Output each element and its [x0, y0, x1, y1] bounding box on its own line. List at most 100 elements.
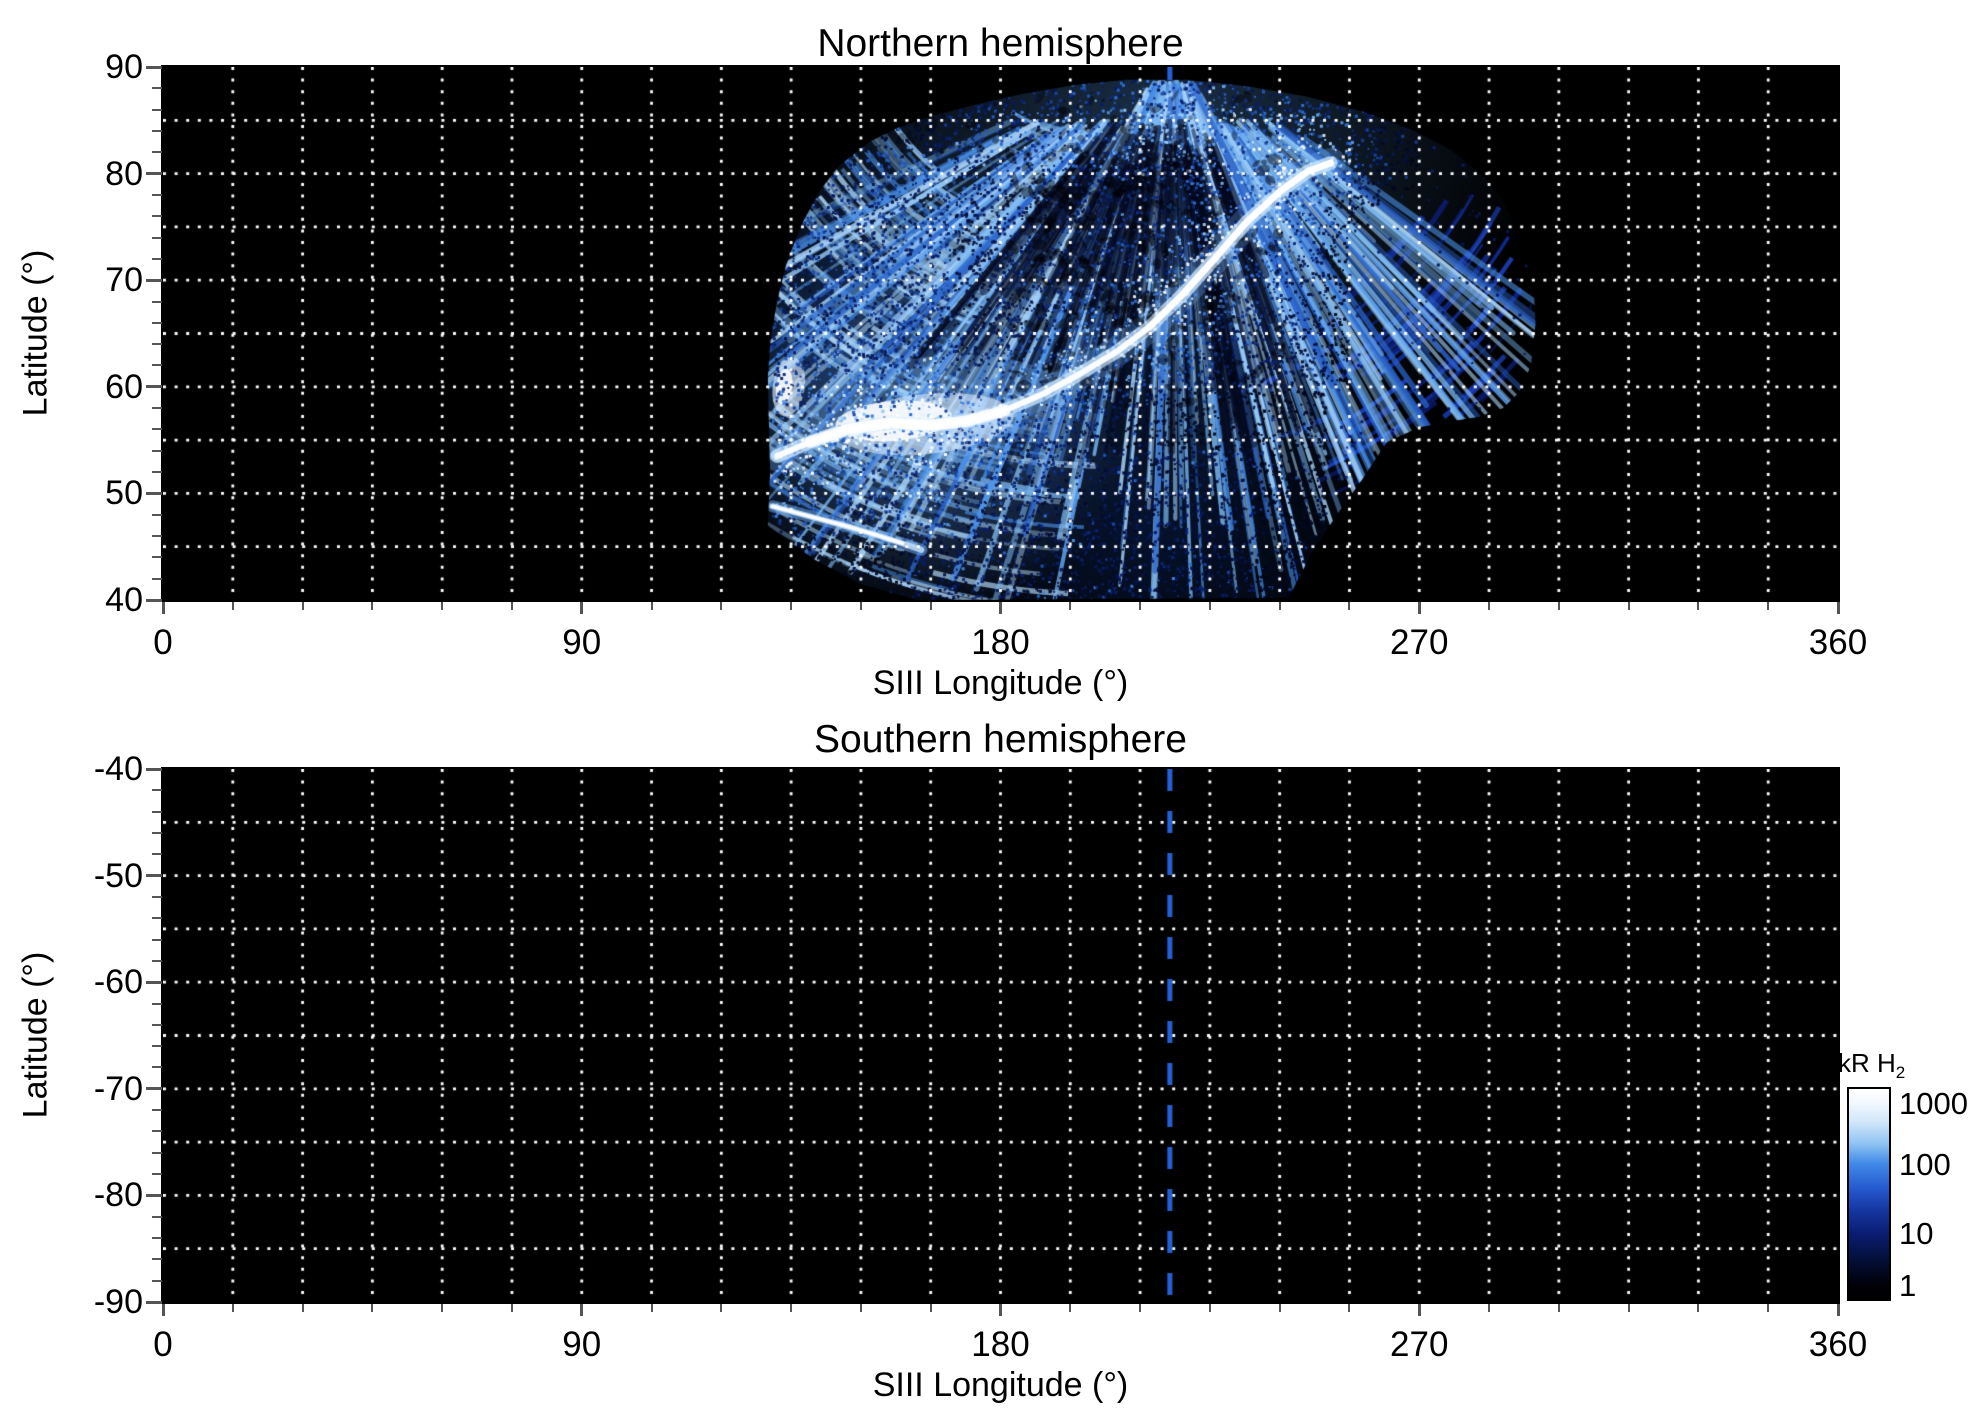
y-minor-tick — [152, 428, 162, 431]
y-minor-tick — [152, 1023, 162, 1026]
x-minor-tick — [650, 602, 653, 610]
y-minor-tick — [152, 151, 162, 154]
y-minor-tick — [152, 1173, 162, 1176]
y-minor-tick — [152, 193, 162, 196]
y-minor-tick — [152, 853, 162, 856]
y-tick-label: -90 — [93, 1283, 143, 1321]
x-minor-tick — [231, 1304, 234, 1312]
x-minor-tick — [859, 1304, 862, 1312]
x-major-tick — [161, 602, 165, 614]
x-minor-tick — [301, 602, 304, 610]
x-minor-tick — [720, 602, 723, 610]
y-tick-label: 50 — [105, 474, 143, 513]
x-minor-tick — [1348, 602, 1351, 610]
y-minor-tick — [152, 215, 162, 218]
y-major-tick — [146, 65, 162, 69]
y-minor-tick — [152, 321, 162, 324]
y-tick-label: -40 — [93, 750, 143, 788]
y-minor-tick — [152, 364, 162, 367]
x-minor-tick — [301, 1304, 304, 1312]
x-major-tick — [1417, 602, 1421, 614]
x-minor-tick — [1767, 1304, 1770, 1312]
x-tick-label: 0 — [153, 1325, 173, 1364]
x-tick-label: 90 — [562, 623, 602, 662]
y-tick-label: -70 — [93, 1069, 143, 1108]
x-tick-label: 360 — [1808, 1325, 1868, 1364]
x-minor-tick — [720, 1304, 723, 1312]
x-minor-tick — [371, 1304, 374, 1312]
y-minor-tick — [152, 300, 162, 303]
x-minor-tick — [790, 1304, 793, 1312]
y-minor-tick — [152, 895, 162, 898]
south-heatmap-canvas — [163, 769, 1838, 1302]
y-minor-tick — [152, 87, 162, 90]
x-minor-tick — [929, 602, 932, 610]
y-major-tick — [146, 1193, 162, 1197]
south-panel — [161, 767, 1840, 1304]
y-minor-tick — [152, 938, 162, 941]
x-minor-tick — [929, 1304, 932, 1312]
north-panel-title: Northern hemisphere — [817, 22, 1184, 65]
colorbar-tick-label: 1 — [1899, 1267, 1917, 1303]
y-major-tick — [146, 491, 162, 495]
y-major-tick — [146, 980, 162, 984]
x-minor-tick — [510, 1304, 513, 1312]
y-minor-tick — [152, 1002, 162, 1005]
y-minor-tick — [152, 1237, 162, 1240]
y-minor-tick — [152, 407, 162, 410]
x-minor-tick — [1557, 602, 1560, 610]
x-minor-tick — [1069, 1304, 1072, 1312]
y-major-tick — [146, 1300, 162, 1304]
x-major-tick — [999, 602, 1002, 614]
x-minor-tick — [231, 602, 234, 610]
y-tick-label: 60 — [105, 367, 143, 406]
y-minor-tick — [152, 556, 162, 559]
colorbar-gradient — [1847, 1087, 1891, 1301]
y-tick-label: -50 — [93, 856, 143, 895]
x-minor-tick — [1488, 1304, 1491, 1312]
y-minor-tick — [152, 789, 162, 792]
y-minor-tick — [152, 831, 162, 834]
x-minor-tick — [1139, 1304, 1142, 1312]
colorbar-tick-label: 1000 — [1899, 1086, 1968, 1122]
x-tick-label: 180 — [971, 623, 1030, 662]
y-minor-tick — [152, 1215, 162, 1218]
x-major-tick — [161, 1304, 165, 1316]
north-panel — [161, 65, 1840, 602]
y-minor-tick — [152, 257, 162, 260]
x-major-tick — [1417, 1304, 1421, 1316]
y-minor-tick — [152, 1258, 162, 1261]
y-minor-tick — [152, 108, 162, 111]
y-major-tick — [146, 767, 162, 771]
y-major-tick — [146, 874, 162, 878]
x-minor-tick — [441, 602, 444, 610]
x-minor-tick — [1767, 602, 1770, 610]
north-x-axis-title: SIII Longitude (°) — [872, 664, 1129, 702]
y-tick-label: 80 — [105, 154, 143, 193]
y-minor-tick — [152, 1151, 162, 1154]
y-minor-tick — [152, 535, 162, 538]
x-tick-label: 180 — [971, 1325, 1030, 1364]
x-minor-tick — [1278, 602, 1281, 610]
x-tick-label: 360 — [1808, 623, 1868, 662]
y-minor-tick — [152, 917, 162, 920]
x-minor-tick — [1348, 1304, 1351, 1312]
x-minor-tick — [441, 1304, 444, 1312]
y-tick-label: 40 — [105, 581, 143, 619]
x-minor-tick — [1697, 602, 1700, 610]
x-minor-tick — [510, 602, 513, 610]
north-y-axis-title: Latitude (°) — [16, 249, 55, 417]
y-minor-tick — [152, 236, 162, 239]
north-heatmap-canvas — [163, 67, 1838, 600]
y-minor-tick — [152, 129, 162, 132]
x-minor-tick — [1208, 602, 1211, 610]
y-minor-tick — [152, 1109, 162, 1112]
y-minor-tick — [152, 1279, 162, 1282]
x-minor-tick — [1557, 1304, 1560, 1312]
x-tick-label: 0 — [153, 623, 173, 662]
x-minor-tick — [1139, 602, 1142, 610]
x-tick-label: 90 — [562, 1325, 602, 1364]
x-minor-tick — [1278, 1304, 1281, 1312]
x-major-tick — [1836, 1304, 1840, 1316]
x-minor-tick — [1627, 602, 1630, 610]
